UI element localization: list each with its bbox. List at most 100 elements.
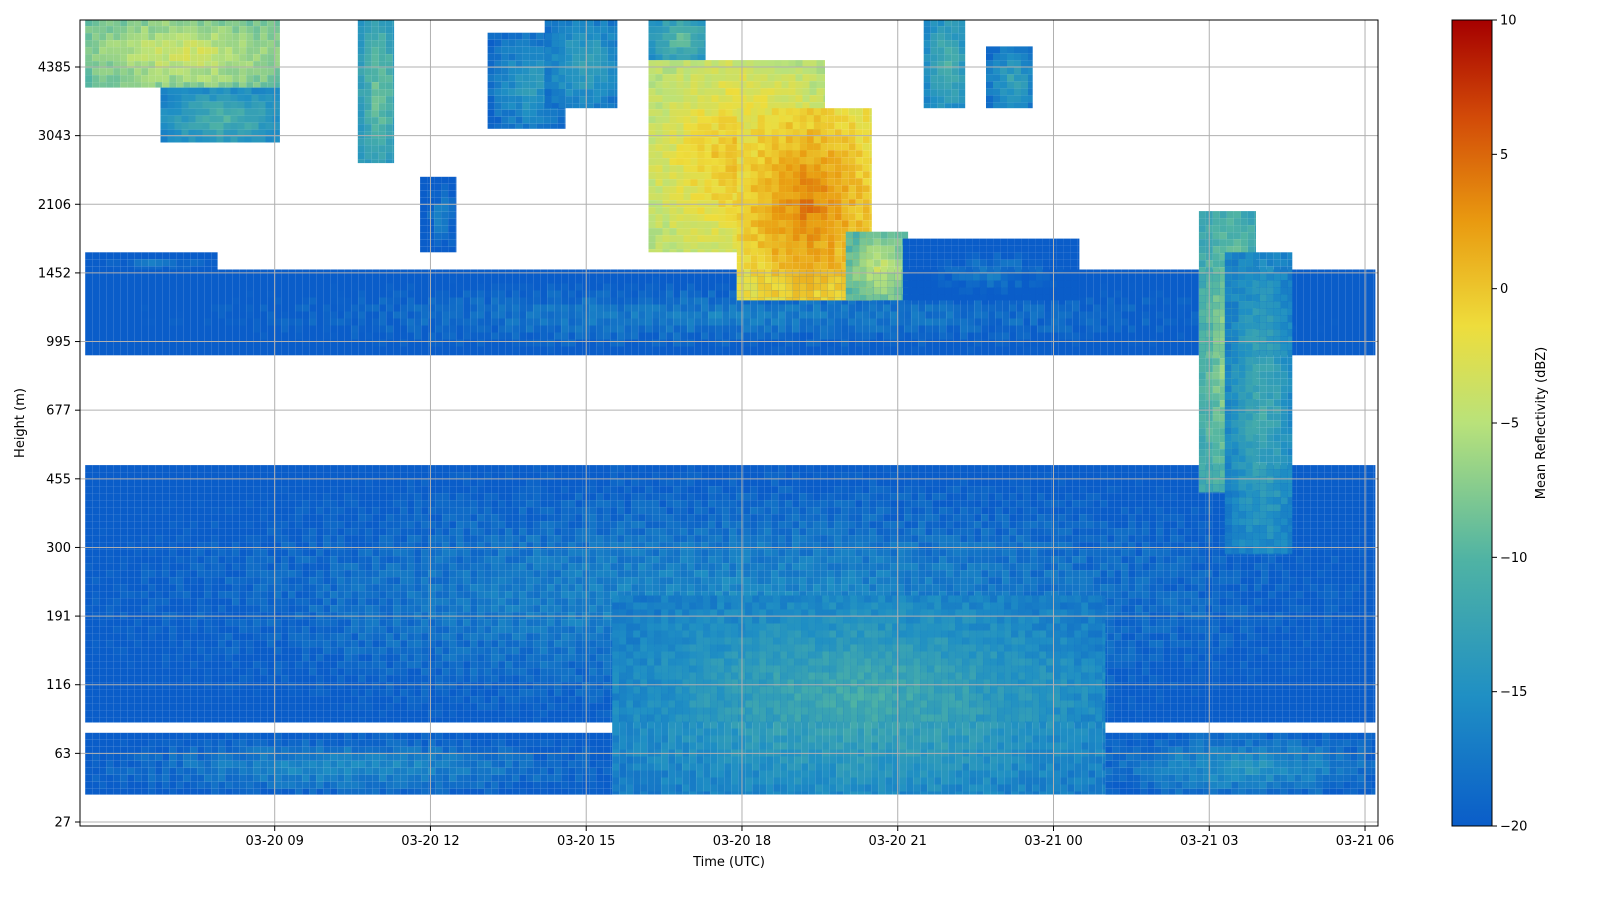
heatmap-cell	[274, 647, 281, 654]
heatmap-cell	[400, 626, 407, 633]
heatmap-cell	[260, 549, 267, 556]
heatmap-cell	[967, 584, 974, 591]
heatmap-cell	[414, 563, 421, 570]
heatmap-cell	[232, 605, 239, 612]
heatmap-cell	[512, 528, 519, 535]
heatmap-cell	[169, 640, 176, 647]
heatmap-cell	[771, 465, 778, 472]
heatmap-cell	[610, 500, 617, 507]
heatmap-cell	[617, 486, 624, 493]
heatmap-cell	[533, 563, 540, 570]
heatmap-cell	[246, 668, 253, 675]
heatmap-cell	[533, 570, 540, 577]
heatmap-cell	[946, 465, 953, 472]
heatmap-cell	[365, 598, 372, 605]
heatmap-cell	[400, 570, 407, 577]
heatmap-cell	[372, 465, 379, 472]
heatmap-cell	[624, 514, 631, 521]
heatmap-cell	[358, 640, 365, 647]
heatmap-cell	[281, 465, 288, 472]
heatmap-cell	[428, 696, 435, 703]
heatmap-cell	[715, 535, 722, 542]
heatmap-cell	[99, 668, 106, 675]
heatmap-cell	[176, 584, 183, 591]
heatmap-cell	[491, 584, 498, 591]
heatmap-cell	[939, 500, 946, 507]
heatmap-cell	[883, 556, 890, 563]
heatmap-cell	[708, 535, 715, 542]
heatmap-cell	[652, 507, 659, 514]
heatmap-cell	[281, 584, 288, 591]
heatmap-cell	[617, 584, 624, 591]
heatmap-cell	[533, 640, 540, 647]
heatmap-cell	[911, 500, 918, 507]
heatmap-cell	[274, 633, 281, 640]
heatmap-cell	[505, 703, 512, 710]
heatmap-cell	[498, 514, 505, 521]
heatmap-cell	[386, 507, 393, 514]
heatmap-cell	[603, 556, 610, 563]
heatmap-cell	[631, 528, 638, 535]
heatmap-cell	[407, 591, 414, 598]
heatmap-cell	[638, 493, 645, 500]
heatmap-cell	[995, 465, 1002, 472]
heatmap-cell	[197, 563, 204, 570]
heatmap-cell	[505, 472, 512, 479]
heatmap-cell	[246, 563, 253, 570]
heatmap-cell	[358, 584, 365, 591]
heatmap-cell	[484, 507, 491, 514]
heatmap-cell	[120, 563, 127, 570]
heatmap-cell	[764, 493, 771, 500]
heatmap-cell	[127, 605, 134, 612]
heatmap-cell	[757, 486, 764, 493]
heatmap-cell	[120, 647, 127, 654]
heatmap-cell	[715, 486, 722, 493]
heatmap-cell	[533, 668, 540, 675]
heatmap-cell	[743, 514, 750, 521]
heatmap-cell	[876, 507, 883, 514]
heatmap-cell	[428, 717, 435, 722]
heatmap-cell	[456, 521, 463, 528]
heatmap-cell	[141, 528, 148, 535]
heatmap-cell	[953, 577, 960, 584]
heatmap-cell	[127, 563, 134, 570]
heatmap-cell	[281, 710, 288, 717]
heatmap-cell	[232, 479, 239, 486]
heatmap-cell	[99, 633, 106, 640]
heatmap-cell	[799, 507, 806, 514]
heatmap-cell	[869, 577, 876, 584]
heatmap-cell	[393, 514, 400, 521]
heatmap-cell	[99, 675, 106, 682]
heatmap-cell	[477, 598, 484, 605]
heatmap-cell	[246, 479, 253, 486]
heatmap-cell	[470, 507, 477, 514]
heatmap-cell	[134, 549, 141, 556]
heatmap-cell	[806, 493, 813, 500]
heatmap-cell	[253, 661, 260, 668]
heatmap-cell	[309, 465, 316, 472]
heatmap-cell	[400, 647, 407, 654]
heatmap-cell	[218, 507, 225, 514]
heatmap-cell	[414, 465, 421, 472]
heatmap-cell	[267, 493, 274, 500]
heatmap-cell	[253, 619, 260, 626]
heatmap-cell	[260, 577, 267, 584]
heatmap-cell	[932, 549, 939, 556]
heatmap-cell	[197, 703, 204, 710]
heatmap-cell	[673, 479, 680, 486]
heatmap-cell	[624, 556, 631, 563]
heatmap-cell	[414, 626, 421, 633]
heatmap-cell	[85, 570, 92, 577]
heatmap-cell	[554, 605, 561, 612]
heatmap-cell	[750, 493, 757, 500]
heatmap-cell	[974, 535, 981, 542]
heatmap-cell	[596, 654, 603, 661]
heatmap-cell	[596, 647, 603, 654]
heatmap-cell	[820, 472, 827, 479]
heatmap-cell	[519, 507, 526, 514]
heatmap-cell	[652, 479, 659, 486]
heatmap-cell	[428, 521, 435, 528]
heatmap-cell	[946, 479, 953, 486]
heatmap-cell	[498, 479, 505, 486]
heatmap-cell	[526, 703, 533, 710]
